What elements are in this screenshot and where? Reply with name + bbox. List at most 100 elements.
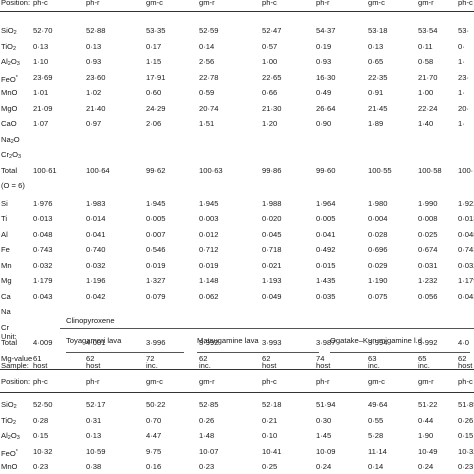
- table-cell: 0·043: [33, 291, 53, 301]
- table-cell: 20·: [458, 103, 469, 113]
- table-cell: 0·546: [146, 245, 166, 254]
- row-label: Cr2O3: [1, 150, 22, 160]
- table-cell: 0·712: [199, 245, 219, 254]
- table-rule: [0, 392, 474, 393]
- table-cell: 1·07: [33, 119, 49, 128]
- table-cell: 0·49: [316, 88, 332, 97]
- table-cell: 0·65: [368, 57, 384, 66]
- table-cell: 1·02: [86, 88, 102, 97]
- table-cell: ph-r: [316, 0, 330, 7]
- table-cell: 17·91: [146, 72, 166, 82]
- oxide-row: SiO2 52·70 52·88 53·35 52·59 52·47 54·37 53·18 5…: [0, 24, 474, 38]
- table-cell: 0·28: [33, 415, 49, 425]
- table-cell: 61: [33, 353, 42, 363]
- table-cell: 0·003: [199, 214, 219, 223]
- table-cell: 52·50: [33, 400, 53, 409]
- oxide-row: FeO* 23·69 23·60 17·91 22·78 22·65 16·30 22·35 2…: [0, 71, 474, 85]
- table-cell: 1·196: [86, 276, 106, 285]
- table-cell: 1·01: [33, 88, 49, 97]
- table-cell: inc.: [418, 361, 430, 370]
- row-label: Position:: [1, 377, 31, 386]
- table-cell: 0·21: [262, 415, 278, 425]
- table-cell: 24·29: [146, 103, 166, 113]
- table-cell: 1·: [458, 88, 465, 97]
- table-cell: 10·59: [86, 446, 106, 456]
- oxide-row: Cr2O3: [0, 148, 474, 162]
- table-cell: 0·032: [33, 260, 53, 270]
- table-cell: 21·70: [418, 72, 438, 82]
- table-cell: 4·001: [86, 338, 106, 347]
- table-cell: 0·696: [368, 245, 388, 254]
- row-label: Al2O3: [1, 57, 20, 67]
- table-cell: 0·004: [368, 214, 388, 223]
- table-cell: 1·40: [418, 119, 434, 128]
- table-cell: 49·64: [368, 400, 388, 409]
- table-cell: ph-c: [458, 0, 473, 7]
- oxide-row: FeO* 10·32 10·59 9·75 10·07 10·41 10·09 11·14 10…: [0, 445, 474, 459]
- table-cell: 100·55: [368, 165, 392, 175]
- table-cell: 52·70: [33, 26, 53, 35]
- table-cell: 1·922: [458, 198, 474, 208]
- table-cell: 65: [418, 353, 427, 363]
- table-cell: 23·: [458, 72, 469, 82]
- table-cell: ph-c: [262, 0, 277, 7]
- table-cell: gm-c: [146, 0, 163, 7]
- table-cell: 0·70: [146, 415, 162, 425]
- table-cell: 1·193: [262, 276, 282, 285]
- table-cell: gm-r: [199, 377, 215, 386]
- table-cell: 0·740: [86, 245, 106, 254]
- cation-row: Total 4·009 4·001 3·996 3·992 3·993 3·987 3·994…: [0, 336, 474, 350]
- table-cell: 1·945: [146, 198, 166, 208]
- row-label: Mg-value: [1, 353, 33, 363]
- table-cell: 1·: [458, 57, 465, 66]
- table-cell: 100·64: [86, 165, 110, 175]
- table-rule: [0, 11, 474, 12]
- row-label: FeO*: [1, 448, 18, 458]
- cation-row: Ti 0·013 0·014 0·005 0·003 0·020 0·005 0·004 0·0…: [0, 212, 474, 226]
- row-label: TiO2: [1, 415, 17, 426]
- table-cell: 50·22: [146, 400, 166, 409]
- table-cell: 23·60: [86, 72, 106, 82]
- row-label: MnO: [1, 88, 18, 97]
- table-cell: 0·66: [262, 88, 278, 97]
- table-cell: 0·025: [418, 229, 438, 239]
- row-label: Mn: [1, 260, 12, 270]
- table-cell: 21·09: [33, 103, 53, 113]
- table-cell: 1·990: [418, 198, 438, 208]
- table-cell: 63: [368, 353, 377, 363]
- row-label: Mg: [1, 276, 12, 285]
- table-cell: 1·148: [199, 276, 219, 285]
- table-cell: 1·10: [33, 57, 49, 66]
- table-cell: 0·020: [262, 214, 282, 223]
- table-cell: host: [458, 361, 473, 370]
- table-cell: 1·48: [199, 431, 215, 440]
- table-cell: 2·06: [146, 119, 162, 128]
- table-cell: 0·032: [458, 260, 474, 270]
- table-cell: 0·30: [316, 415, 332, 425]
- row-label: Total: [1, 165, 18, 175]
- table-cell: 100·: [458, 165, 474, 175]
- table-cell: host: [262, 361, 277, 370]
- table-cell: host: [86, 361, 101, 370]
- table-cell: 99·86: [262, 165, 282, 175]
- table-cell: 0·029: [368, 260, 388, 270]
- table-cell: 0·743: [33, 245, 53, 254]
- oxide-row: Al2O3 0·15 0·13 4·47 1·48 0·10 1·45 5·28 1·90 0·1…: [0, 429, 474, 443]
- table-cell: 99·60: [316, 165, 336, 175]
- table-cell: 0·31: [86, 415, 102, 425]
- row-label: MnO: [1, 462, 18, 471]
- table-cell: 62: [86, 353, 95, 363]
- table-cell: 0·13: [368, 41, 384, 51]
- group-heading: Matsugamine lava: [197, 336, 259, 345]
- table-cell: gm-c: [146, 377, 163, 386]
- table-cell: 0·014: [86, 214, 106, 223]
- table-cell: 3·996: [146, 338, 166, 347]
- table-cell: 10·32: [33, 446, 53, 456]
- table-cell: 53·54: [418, 26, 438, 35]
- row-label: Total: [1, 338, 18, 347]
- table-cell: 51·22: [418, 400, 438, 409]
- group-underline: [66, 352, 184, 353]
- table-cell: 22·78: [199, 72, 219, 82]
- table-cell: 21·40: [86, 103, 106, 113]
- oxide-row: TiO2 0·28 0·31 0·70 0·26 0·21 0·30 0·55 0·44 0·26: [0, 414, 474, 428]
